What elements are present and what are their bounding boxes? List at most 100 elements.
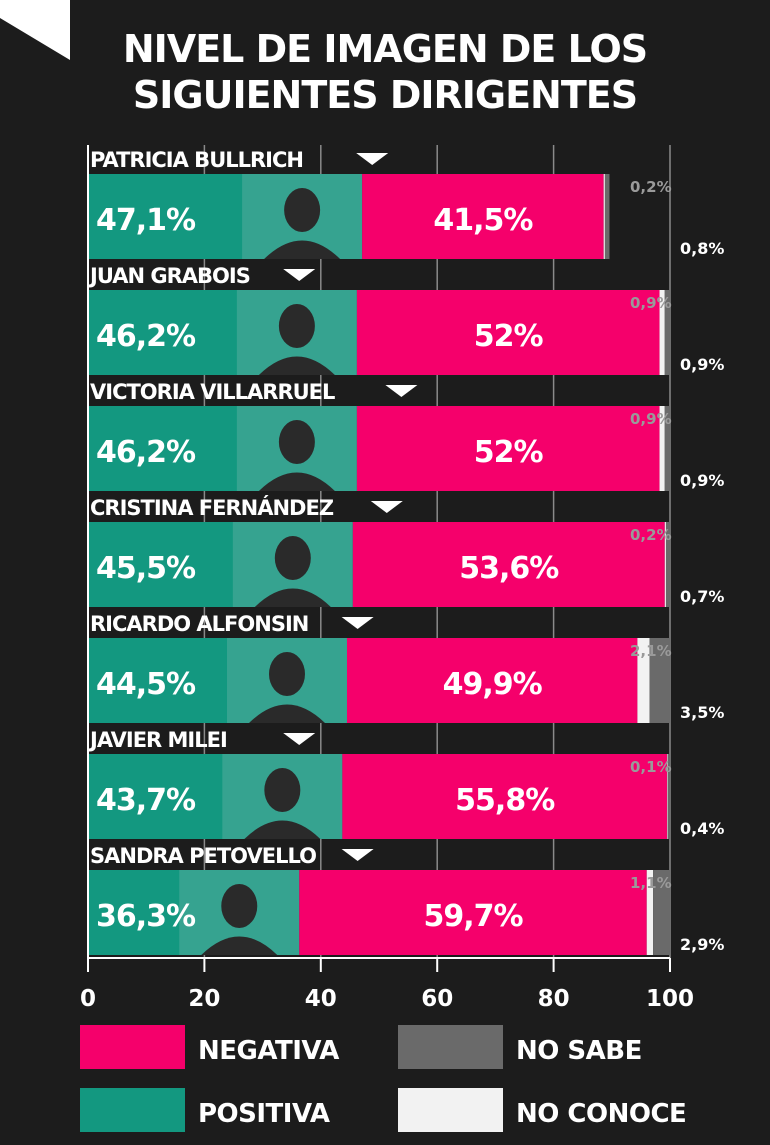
bar-no-conoce: [603, 174, 606, 259]
bar-negativa: [356, 290, 660, 375]
data-label-negativa: 52%: [474, 319, 544, 354]
avatar-head: [221, 884, 258, 928]
legend-swatch: [80, 1088, 185, 1132]
bar-no-sabe: [664, 406, 670, 491]
avatar-head: [284, 188, 321, 232]
bar-negativa: [352, 522, 665, 607]
bar-row: SANDRA PETOVELLO 36,3% 59,7% 1,1% 2,9%: [88, 844, 724, 955]
bar-row: VICTORIA VILLARRUEL 46,2% 52% 0,9% 0,9%: [88, 380, 724, 491]
legend-swatch: [398, 1088, 503, 1132]
data-label-no-conoce: 0,9%: [630, 410, 672, 428]
data-label-positiva: 36,3%: [96, 899, 196, 934]
legend-item: NEGATIVA: [80, 1025, 340, 1069]
legend-label: NO SABE: [516, 1036, 642, 1066]
data-label-no-sabe: 3,5%: [680, 703, 724, 722]
avatar-body: [258, 356, 335, 375]
bar-row: CRISTINA FERNÁNDEZ 45,5% 53,6% 0,2% 0,7%: [88, 495, 724, 607]
bar-no-sabe: [604, 174, 610, 259]
bar-no-sabe: [649, 638, 670, 723]
data-label-positiva: 46,2%: [96, 319, 196, 354]
data-label-no-sabe: 0,9%: [680, 355, 724, 374]
bar-no-sabe: [653, 870, 670, 955]
avatar-head: [274, 536, 311, 580]
bar-no-sabe: [667, 754, 670, 839]
bar-category-label: JUAN GRABOIS: [88, 264, 250, 288]
bar-category-label: SANDRA PETOVELLO: [90, 844, 316, 868]
avatar-head: [278, 304, 315, 348]
legend-swatch: [80, 1025, 185, 1069]
legend-item: POSITIVA: [80, 1088, 330, 1132]
bar-no-conoce: [659, 406, 665, 491]
legend-swatch: [398, 1025, 503, 1069]
legend-item: NO SABE: [398, 1025, 642, 1069]
chevron-down-icon: [283, 269, 316, 281]
bar-row: JUAN GRABOIS 46,2% 52% 0,9% 0,9%: [88, 264, 724, 375]
bar-no-conoce: [637, 638, 650, 723]
data-label-no-conoce: 1,1%: [630, 874, 672, 892]
avatar-body: [244, 820, 321, 839]
bar-negativa: [346, 638, 638, 723]
avatar-photo: [236, 290, 357, 375]
data-label-no-sabe: 2,9%: [680, 935, 724, 954]
bar-category-label: PATRICIA BULLRICH: [90, 148, 303, 172]
data-label-negativa: 59,7%: [423, 899, 523, 934]
bar-no-sabe: [665, 522, 670, 607]
avatar-head: [268, 652, 305, 696]
data-label-negativa: 41,5%: [433, 203, 533, 238]
x-tick-label: 40: [305, 986, 337, 1012]
data-label-no-sabe: 0,8%: [680, 239, 724, 258]
legend-label: NO CONOCE: [516, 1099, 686, 1129]
chevron-down-icon: [283, 733, 316, 745]
legend-label: POSITIVA: [198, 1099, 330, 1129]
data-label-no-conoce: 0,1%: [630, 758, 672, 776]
bar-no-sabe: [664, 290, 670, 375]
avatar-body: [254, 588, 331, 607]
avatar-photo: [242, 174, 363, 259]
data-label-no-conoce: 0,2%: [630, 178, 672, 196]
x-tick-label: 0: [80, 986, 96, 1012]
avatar-body: [248, 704, 325, 723]
bar-row: JAVIER MILEI 43,7% 55,8% 0,1% 0,4%: [88, 728, 724, 839]
avatar-body: [258, 472, 335, 491]
avatar-photo: [222, 754, 343, 839]
bar-positiva: [88, 870, 300, 955]
data-label-no-sabe: 0,9%: [680, 471, 724, 490]
data-label-negativa: 55,8%: [455, 783, 555, 818]
chevron-down-icon: [341, 849, 374, 861]
x-tick-label: 60: [421, 986, 453, 1012]
legend-item: NO CONOCE: [398, 1088, 687, 1132]
data-label-positiva: 44,5%: [96, 667, 196, 702]
data-label-negativa: 52%: [474, 435, 544, 470]
data-label-no-conoce: 2,1%: [630, 642, 672, 660]
avatar-photo: [236, 406, 357, 491]
bar-category-label: VICTORIA VILLARRUEL: [90, 380, 335, 404]
bar-negativa: [342, 754, 668, 839]
title-line-1: NIVEL DE IMAGEN DE LOS: [122, 27, 648, 71]
data-label-positiva: 43,7%: [96, 783, 196, 818]
chevron-down-icon: [356, 153, 389, 165]
title-line-2: SIGUIENTES DIRIGENTES: [132, 73, 638, 117]
x-tick-label: 80: [538, 986, 570, 1012]
avatar-head: [278, 420, 315, 464]
bar-negativa: [362, 174, 604, 259]
bar-no-conoce: [664, 522, 667, 607]
x-tick-label: 20: [188, 986, 220, 1012]
data-label-negativa: 49,9%: [443, 667, 543, 702]
chevron-down-icon: [341, 617, 374, 629]
avatar-photo: [232, 522, 353, 607]
chevron-down-icon: [385, 385, 418, 397]
bar-row: PATRICIA BULLRICH 47,1% 41,5% 0,2% 0,8%: [88, 148, 724, 259]
chart-title: NIVEL DE IMAGEN DE LOS SIGUIENTES DIRIGE…: [0, 26, 770, 118]
bar-row: RICARDO ALFONSIN 44,5% 49,9% 2,1% 3,5%: [88, 612, 724, 723]
data-label-no-conoce: 0,2%: [630, 526, 672, 544]
avatar-photo: [226, 638, 347, 723]
bar-no-conoce: [646, 870, 654, 955]
chevron-down-icon: [370, 501, 403, 513]
legend-label: NEGATIVA: [198, 1036, 339, 1066]
avatar-body: [201, 936, 278, 955]
data-label-no-sabe: 0,4%: [680, 819, 724, 838]
data-label-no-conoce: 0,9%: [630, 294, 672, 312]
bar-category-label: CRISTINA FERNÁNDEZ: [90, 495, 334, 520]
x-tick-label: 100: [646, 986, 694, 1012]
